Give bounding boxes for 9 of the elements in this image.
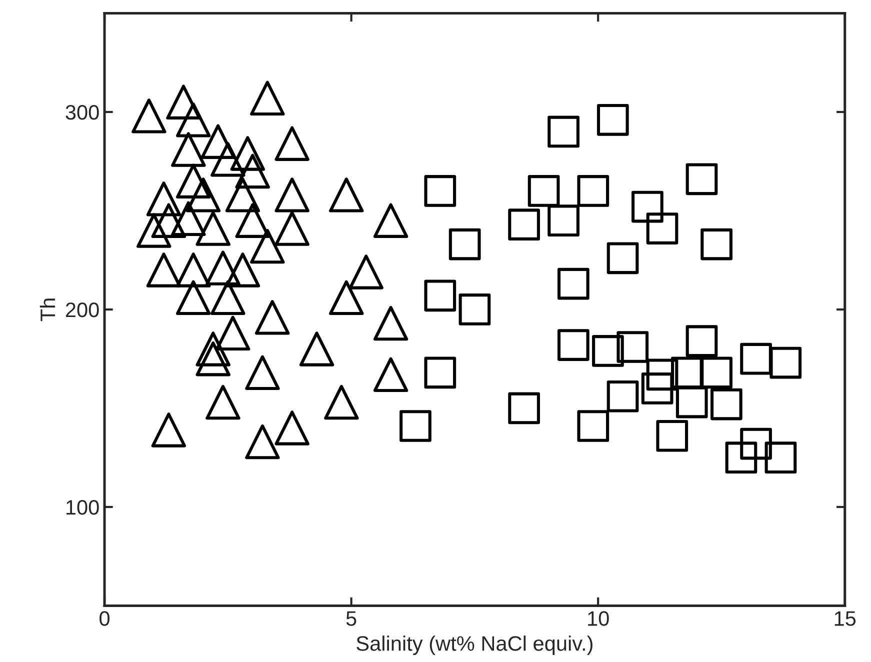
y-tick-label: 300 — [66, 104, 99, 120]
x-tick-label: 0 — [100, 611, 110, 626]
x-axis-title: Salinity (wt% NaCl equiv.) — [356, 636, 592, 655]
y-axis-title: Th — [40, 298, 56, 322]
y-tick-label: 100 — [66, 500, 99, 515]
x-tick-label: 15 — [834, 611, 856, 626]
y-tick-label: 200 — [66, 302, 99, 318]
x-tick-label: 5 — [346, 611, 356, 626]
x-tick-label: 10 — [588, 611, 609, 626]
